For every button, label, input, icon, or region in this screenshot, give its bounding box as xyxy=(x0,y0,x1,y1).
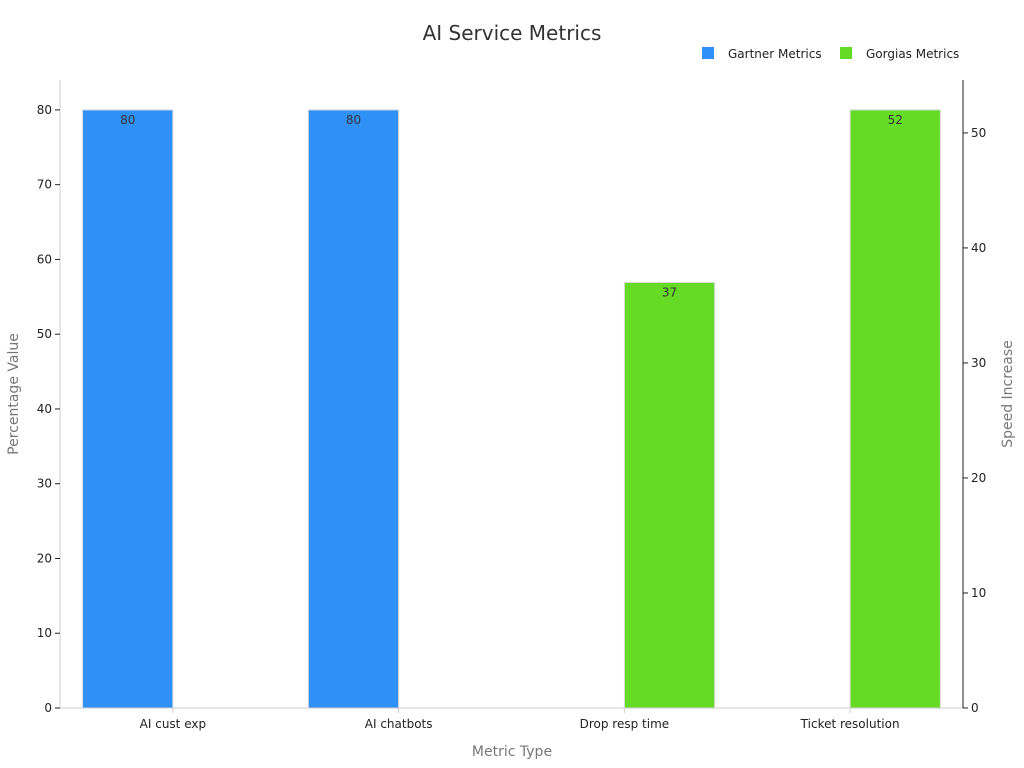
y-right-tick-label-4: 40 xyxy=(971,241,986,255)
y-left-tick-label-7: 70 xyxy=(37,178,52,192)
legend: Gartner Metrics Gorgias Metrics xyxy=(702,47,959,61)
data-label-0-0: 80 xyxy=(120,113,135,127)
x-tick-label-2: Drop resp time xyxy=(580,717,670,731)
bar-1-2 xyxy=(623,281,716,709)
bar-0-1 xyxy=(307,109,400,709)
data-label-1-3: 52 xyxy=(888,113,903,127)
data-label-1-2: 37 xyxy=(662,285,677,299)
y-left-tick-label-1: 10 xyxy=(37,626,52,640)
y-left-tick-label-8: 80 xyxy=(37,103,52,117)
legend-swatch-gartner xyxy=(702,47,714,59)
legend-label-gorgias: Gorgias Metrics xyxy=(866,47,959,61)
data-labels-layer: 80 80 37 52 xyxy=(120,113,903,300)
x-tick-label-3: Ticket resolution xyxy=(800,717,900,731)
chart-title: AI Service Metrics xyxy=(423,21,602,45)
y-right-tick-label-3: 30 xyxy=(971,356,986,370)
y-axis-left-title: Percentage Value xyxy=(6,333,22,455)
y-left-tick-label-6: 60 xyxy=(37,252,52,266)
y-right-tick-label-2: 20 xyxy=(971,471,986,485)
y-left-tick-label-4: 40 xyxy=(37,402,52,416)
x-tick-label-0: AI cust exp xyxy=(140,717,206,731)
x-axis-ticks: AI cust exp AI chatbots Drop resp time Tick… xyxy=(140,708,900,731)
axes-layer xyxy=(59,80,964,709)
y-axis-left-ticks: 0 10 20 30 40 50 60 70 80 xyxy=(37,103,60,715)
y-left-tick-label-3: 30 xyxy=(37,477,52,491)
y-axis-right-ticks: 0 10 20 30 40 50 xyxy=(963,126,986,715)
y-left-tick-label-2: 20 xyxy=(37,551,52,565)
x-tick-label-1: AI chatbots xyxy=(365,717,433,731)
bars-layer xyxy=(82,109,941,709)
y-right-tick-label-1: 10 xyxy=(971,586,986,600)
y-right-tick-label-0: 0 xyxy=(971,701,979,715)
legend-label-gartner: Gartner Metrics xyxy=(728,47,822,61)
data-label-0-1: 80 xyxy=(346,113,361,127)
bar-0-0 xyxy=(82,109,174,709)
y-left-tick-label-5: 50 xyxy=(37,327,52,341)
y-axis-right-title: Speed Increase xyxy=(1000,340,1016,448)
legend-swatch-gorgias xyxy=(840,47,852,59)
y-right-tick-label-5: 50 xyxy=(971,126,986,140)
x-axis-title: Metric Type xyxy=(472,744,552,760)
y-left-tick-label-0: 0 xyxy=(44,701,52,715)
bar-1-3 xyxy=(849,109,941,709)
